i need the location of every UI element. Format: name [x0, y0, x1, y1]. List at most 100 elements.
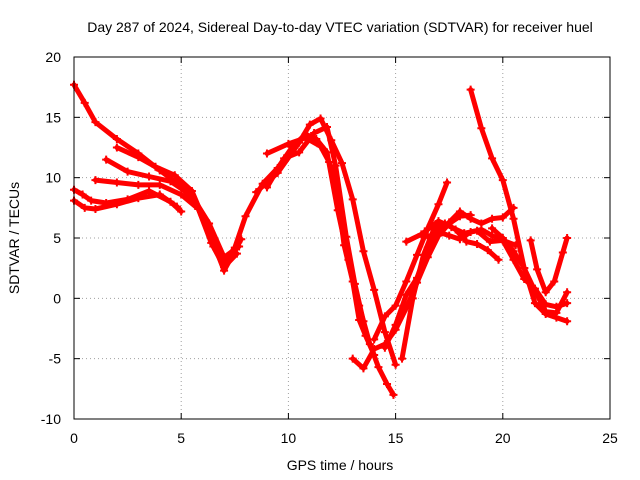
data-point [134, 194, 143, 203]
x-tick-label: 15 [388, 430, 404, 446]
data-point [477, 225, 486, 234]
y-tick-label: 0 [53, 290, 61, 306]
data-point [434, 217, 443, 226]
data-point [220, 266, 229, 275]
data-point [509, 247, 518, 256]
data-point [488, 224, 497, 233]
data-point [355, 316, 364, 325]
data-point [359, 247, 368, 256]
data-point [485, 237, 494, 246]
data-point [134, 180, 143, 189]
data-point [391, 320, 400, 329]
y-tick-label: 20 [45, 49, 61, 65]
data-point [374, 363, 383, 372]
data-point [310, 129, 319, 138]
data-point [145, 172, 154, 181]
data-point [80, 203, 89, 212]
data-point [466, 214, 475, 223]
series-line [399, 221, 501, 362]
y-tick-label: -5 [49, 351, 62, 367]
data-point [262, 183, 271, 192]
data-point [552, 308, 561, 317]
data-point [494, 255, 503, 264]
data-point [155, 180, 164, 189]
data-point [301, 133, 310, 142]
data-point [91, 176, 100, 185]
data-point [370, 285, 379, 294]
data-point [187, 186, 196, 195]
series-track-i [262, 133, 379, 360]
data-point [87, 196, 96, 205]
data-point [455, 235, 464, 244]
series-track-h [262, 122, 368, 326]
data-point [370, 345, 379, 354]
data-point [316, 114, 325, 123]
y-axis-label: SDTVAR / TECUs [6, 182, 22, 294]
data-point [509, 214, 518, 223]
data-point [558, 248, 567, 257]
series-track-p [466, 85, 572, 326]
data-point [78, 190, 87, 199]
data-point [284, 139, 293, 148]
data-point [383, 380, 392, 389]
data-point [541, 288, 550, 297]
data-point [322, 122, 331, 131]
data-point [455, 207, 464, 216]
data-point [477, 124, 486, 133]
data-point [361, 331, 370, 340]
data-point [498, 234, 507, 242]
x-tick-label: 0 [70, 430, 78, 446]
data-point [177, 190, 186, 199]
x-axis-label: GPS time / hours [287, 457, 394, 473]
data-series [70, 80, 572, 399]
series-line [264, 124, 366, 324]
data-point [380, 312, 389, 321]
data-point [170, 171, 179, 180]
data-point [348, 354, 357, 363]
data-point [380, 328, 389, 337]
series-track-k [370, 178, 452, 344]
data-point [419, 250, 428, 259]
data-point [134, 153, 143, 162]
data-point [402, 237, 411, 246]
data-point [447, 223, 456, 232]
data-point [172, 202, 181, 211]
series-line [114, 145, 244, 274]
data-point [325, 157, 334, 166]
chart-title: Day 287 of 2024, Sidereal Day-to-day VTE… [87, 19, 593, 35]
series-track-c [70, 190, 181, 214]
data-point [380, 343, 389, 352]
data-point [252, 188, 261, 197]
x-tick-label: 25 [602, 430, 618, 446]
data-point [391, 301, 400, 310]
data-point [483, 246, 492, 255]
data-point [530, 287, 539, 296]
data-point [155, 190, 164, 199]
y-tick-label: -10 [41, 411, 61, 427]
data-point [331, 176, 340, 185]
data-point [370, 335, 379, 344]
data-point [498, 176, 507, 185]
series-line [253, 116, 399, 368]
data-point [145, 186, 154, 195]
data-point [563, 288, 572, 297]
data-point [498, 213, 507, 222]
data-point [280, 154, 289, 163]
axis-ticks: 0 5 10 15 20 25 -10 -5 0 5 10 15 20 [41, 49, 618, 446]
data-point [533, 265, 542, 274]
data-point [563, 234, 572, 242]
x-tick-label: 5 [177, 430, 185, 446]
data-point [112, 200, 121, 209]
y-tick-label: 5 [53, 230, 61, 246]
data-point [112, 178, 121, 187]
data-point [295, 148, 304, 157]
x-tick-label: 10 [281, 430, 297, 446]
series-track-q [488, 224, 572, 317]
data-point [488, 231, 497, 240]
data-point [91, 118, 100, 127]
data-point [305, 120, 314, 129]
data-point [241, 212, 250, 221]
data-point [423, 232, 432, 241]
y-tick-label: 10 [45, 170, 61, 186]
